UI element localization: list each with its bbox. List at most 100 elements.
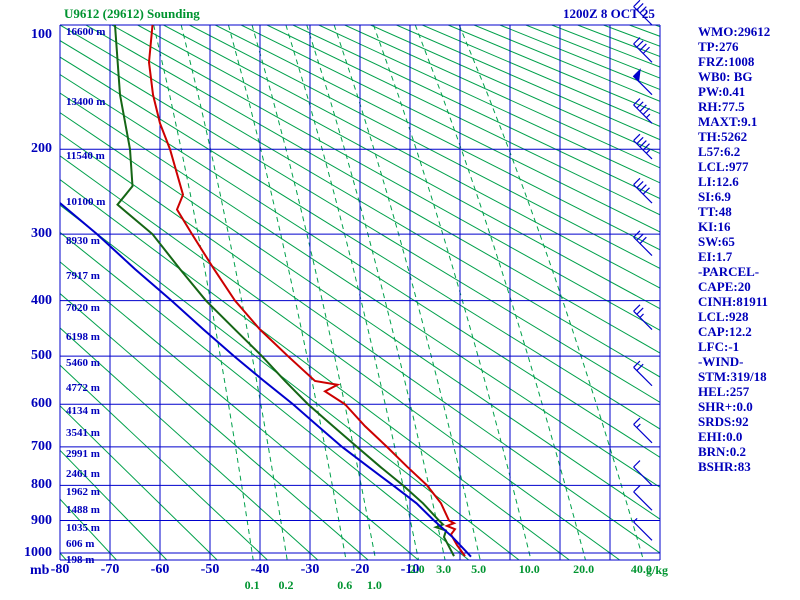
dry-adiabat-line — [60, 204, 520, 560]
temp-tick-label: -30 — [300, 562, 320, 577]
pressure-tick-label: 600 — [31, 396, 52, 412]
height-label: 13400 m — [66, 95, 106, 108]
index-line: WMO:29612 — [698, 24, 771, 39]
chart-title: U9612 (29612) Sounding — [64, 6, 200, 21]
index-line: CAPE:20 — [698, 279, 751, 294]
index-line: WB0: BG — [698, 69, 753, 84]
height-label: 16600 m — [66, 26, 106, 38]
temp-tick-label: -40 — [250, 562, 270, 577]
dry-adiabat-line — [60, 155, 620, 560]
mixing-unit-label: g/kg — [646, 563, 669, 577]
height-label: 1488 m — [66, 504, 100, 517]
mixing-ratio-label: 20.0 — [573, 562, 595, 576]
height-label: 7917 m — [66, 270, 100, 283]
wind-barb — [633, 360, 653, 387]
dry-adiabat-line — [111, 25, 660, 331]
mixing-ratio-line — [251, 25, 377, 560]
temperature-curve — [147, 25, 466, 557]
pressure-tick-label: 400 — [31, 292, 52, 308]
index-line: CINH:81911 — [698, 294, 769, 309]
height-label: 5460 m — [66, 357, 100, 370]
dry-adiabat-line — [60, 179, 570, 560]
mixing-ratio-line — [333, 25, 481, 560]
index-line: BSHR:83 — [698, 459, 751, 474]
mixing-ratio-line — [414, 25, 586, 560]
height-label: 606 m — [66, 538, 95, 551]
parcel-curve — [60, 201, 472, 558]
index-line: BRN:0.2 — [698, 444, 747, 459]
index-line: L57:6.2 — [698, 144, 741, 159]
dry-adiabat-line — [163, 25, 660, 289]
pressure-tick-label: 500 — [31, 348, 52, 364]
dry-adiabat-line — [60, 73, 660, 458]
wind-barb — [633, 133, 653, 160]
mixing-ratio-label: 10.0 — [518, 562, 540, 576]
mixing-ratio-line — [458, 25, 644, 560]
sounding-curves — [60, 25, 472, 558]
index-line: -WIND- — [698, 354, 744, 369]
mixing-ratio-label: 2.0 — [409, 562, 425, 576]
wind-barb — [633, 0, 653, 26]
index-line: HEL:257 — [698, 384, 750, 399]
wind-barb — [633, 230, 653, 257]
dry-adiabat-line — [60, 449, 168, 560]
height-label: 2991 m — [66, 447, 100, 460]
dry-adiabat-line — [60, 364, 268, 560]
pressure-unit-label: mb — [30, 563, 50, 578]
dry-adiabat-line — [60, 292, 369, 560]
index-line: STM:319/18 — [698, 369, 767, 384]
wind-barb — [632, 68, 653, 96]
dry-adiabat-line — [292, 25, 660, 200]
wind-barb — [633, 485, 653, 511]
height-label: 2461 m — [66, 467, 100, 480]
dry-adiabat-line — [215, 25, 660, 251]
height-label: 6198 m — [66, 330, 100, 343]
mixing-ratio-line — [306, 25, 446, 560]
dry-adiabat-line — [60, 92, 660, 488]
pressure-tick-label: 700 — [31, 438, 52, 454]
index-line: LI:12.6 — [698, 174, 739, 189]
wind-barb — [633, 37, 653, 63]
index-line: SW:65 — [698, 234, 735, 249]
dry-adiabat-line — [396, 25, 660, 141]
temp-tick-label: -20 — [350, 562, 370, 577]
dry-adiabat-line — [60, 25, 660, 378]
temp-tick-label: -10 — [400, 562, 420, 577]
index-line: SI:6.9 — [698, 189, 731, 204]
mixing-ratio-label: 0.1 — [244, 578, 260, 592]
pressure-tick-label: 1000 — [24, 545, 52, 560]
mixing-ratio-line — [373, 25, 532, 560]
index-line: CAP:12.2 — [698, 324, 752, 339]
dry-adiabat-line — [60, 132, 660, 554]
grid-layer — [59, 24, 661, 561]
dry-adiabat-line — [137, 25, 660, 310]
temp-tick-label: -50 — [200, 562, 220, 577]
dry-adiabat-line — [60, 56, 660, 430]
height-label: 8930 m — [66, 235, 100, 248]
index-line: EI:1.7 — [698, 249, 733, 264]
height-label: 3541 m — [66, 427, 100, 440]
wind-barb — [633, 98, 653, 124]
height-label: 7020 m — [66, 301, 100, 314]
wind-barb — [633, 460, 653, 486]
height-label: 1035 m — [66, 521, 100, 534]
index-line: SHR+:0.0 — [698, 399, 753, 414]
dry-adiabat-line — [266, 25, 660, 216]
index-line: LCL:928 — [698, 309, 749, 324]
isoline-layer — [60, 25, 660, 560]
index-line: -PARCEL- — [698, 264, 760, 279]
pressure-tick-label: 100 — [31, 27, 52, 42]
height-label: 10100 m — [66, 195, 106, 208]
dry-adiabat-line — [85, 25, 660, 354]
height-label: 1962 m — [66, 486, 100, 499]
mixing-ratio-line — [227, 25, 347, 560]
temp-tick-label: -80 — [50, 562, 70, 577]
wind-barb-column — [632, 0, 653, 541]
dry-adiabat-line — [189, 25, 660, 270]
mixing-ratio-label: 0.6 — [337, 578, 353, 592]
height-label: 4772 m — [66, 381, 100, 394]
chart-datetime: 1200Z 8 OCT 25 — [563, 6, 655, 21]
dry-adiabat-line — [60, 112, 660, 520]
mixing-ratio-label: 5.0 — [471, 562, 487, 576]
